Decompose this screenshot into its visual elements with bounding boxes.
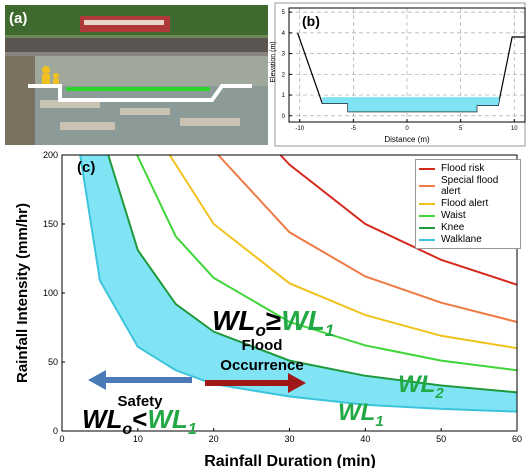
legend-label: Flood risk: [441, 163, 503, 174]
x-tick-label: 20: [209, 434, 219, 444]
safety-condition: WLo<WL1: [82, 404, 197, 438]
x-axis-label: Rainfall Duration (min): [204, 453, 376, 468]
wl2-label: WL2: [398, 371, 444, 402]
y-tick-label: 150: [43, 219, 58, 229]
panel-label: (a): [9, 10, 27, 27]
x-tick-label: 0: [59, 434, 64, 444]
op: <: [132, 404, 147, 434]
sub: 1: [325, 321, 334, 340]
legend-swatch: [419, 168, 435, 170]
x-tick-label: 50: [436, 434, 446, 444]
legend-swatch: [419, 185, 435, 187]
figure: (a) -10-50510012345 (b) Distance (m) Ele…: [0, 0, 526, 468]
panel-label: (c): [77, 159, 95, 176]
y-tick-label: 50: [48, 357, 58, 367]
legend-entry: Flood risk: [419, 163, 517, 174]
y-tick-label: 200: [43, 150, 58, 160]
wl: WL: [82, 404, 122, 434]
safety-arrow-head: [88, 370, 106, 390]
occurrence-text: Occurrence: [220, 357, 303, 374]
legend-label: Special flood alert: [441, 175, 503, 197]
x-tick-label: 60: [512, 434, 522, 444]
legend-swatch: [419, 215, 435, 217]
sub: o: [122, 421, 132, 438]
legend-entry: Knee: [419, 222, 517, 233]
legend-swatch: [419, 239, 435, 241]
x-tick-label: 30: [284, 434, 294, 444]
legend-label: Waist: [441, 210, 503, 221]
panel-label: (b): [302, 13, 320, 29]
y-tick-label: 100: [43, 288, 58, 298]
x-tick-label: 10: [511, 126, 518, 132]
y-axis-label: Elevation (m): [270, 41, 277, 82]
x-axis-label: Distance (m): [384, 135, 430, 144]
sub: 1: [375, 413, 383, 430]
legend-entry: Special flood alert: [419, 175, 517, 197]
sub: 1: [188, 421, 197, 438]
legend-swatch: [419, 203, 435, 205]
legend-label: Flood alert: [441, 198, 503, 209]
legend-entry: Walklane: [419, 234, 517, 245]
x-tick-label: 10: [133, 434, 143, 444]
legend-label: Knee: [441, 222, 503, 233]
sub: 2: [434, 385, 444, 402]
legend-swatch: [419, 227, 435, 229]
legend-entry: Waist: [419, 210, 517, 221]
y-axis-label: Rainfall Intensity (mm/hr): [14, 203, 31, 383]
x-tick-label: -5: [351, 126, 357, 132]
wl: WL: [147, 404, 187, 434]
wl: WL: [398, 371, 435, 398]
y-tick-label: 0: [53, 426, 58, 436]
wl: WL: [281, 305, 325, 336]
flood-condition: WLo≥WL1: [212, 305, 334, 340]
x-tick-label: 40: [360, 434, 370, 444]
photo: (a): [5, 5, 268, 145]
op: ≥: [266, 305, 281, 336]
wl: WL: [338, 399, 375, 426]
flood-text: Flood: [242, 337, 283, 354]
x-tick-label: -10: [295, 126, 304, 132]
legend-label: Walklane: [441, 234, 503, 245]
wl: WL: [212, 305, 256, 336]
legend-entry: Flood alert: [419, 198, 517, 209]
